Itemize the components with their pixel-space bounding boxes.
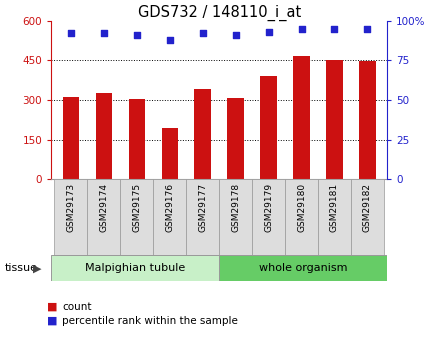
Point [331, 26, 338, 31]
Bar [219, 255, 387, 281]
Point [67, 31, 74, 36]
Text: Malpighian tubule: Malpighian tubule [85, 263, 185, 273]
Point [232, 32, 239, 38]
Bar [252, 179, 285, 255]
Text: GSM29174: GSM29174 [99, 183, 109, 232]
Text: GSM29177: GSM29177 [198, 183, 207, 232]
Bar [326, 60, 343, 179]
Bar [227, 98, 244, 179]
Bar [153, 179, 186, 255]
Text: GSM29176: GSM29176 [165, 183, 174, 232]
Point [265, 29, 272, 34]
Bar [63, 97, 79, 179]
Bar [260, 76, 277, 179]
Text: ■: ■ [47, 316, 57, 326]
Bar [219, 179, 252, 255]
Bar [186, 179, 219, 255]
Bar [351, 179, 384, 255]
Bar [162, 128, 178, 179]
Text: GSM29179: GSM29179 [264, 183, 273, 232]
Point [199, 31, 206, 36]
Text: GSM29181: GSM29181 [330, 183, 339, 232]
Bar [54, 179, 87, 255]
Bar [293, 57, 310, 179]
Bar [318, 179, 351, 255]
Text: ▶: ▶ [32, 263, 41, 273]
Text: tissue: tissue [4, 263, 37, 273]
Bar [285, 179, 318, 255]
Text: GSM29175: GSM29175 [132, 183, 142, 232]
Point [298, 26, 305, 31]
Text: ■: ■ [47, 302, 57, 312]
Bar [51, 255, 219, 281]
Bar [359, 61, 376, 179]
Point [166, 37, 173, 42]
Bar [87, 179, 120, 255]
Text: count: count [62, 302, 92, 312]
Point [364, 26, 371, 31]
Bar [96, 93, 112, 179]
Text: GSM29173: GSM29173 [66, 183, 76, 232]
Point [133, 32, 140, 38]
Bar [120, 179, 153, 255]
Text: GSM29180: GSM29180 [297, 183, 306, 232]
Text: whole organism: whole organism [259, 263, 348, 273]
Bar [129, 99, 145, 179]
Text: GSM29182: GSM29182 [363, 183, 372, 232]
Point [100, 31, 107, 36]
Bar [194, 89, 211, 179]
Text: GSM29178: GSM29178 [231, 183, 240, 232]
Text: percentile rank within the sample: percentile rank within the sample [62, 316, 238, 326]
Title: GDS732 / 148110_i_at: GDS732 / 148110_i_at [138, 4, 301, 21]
